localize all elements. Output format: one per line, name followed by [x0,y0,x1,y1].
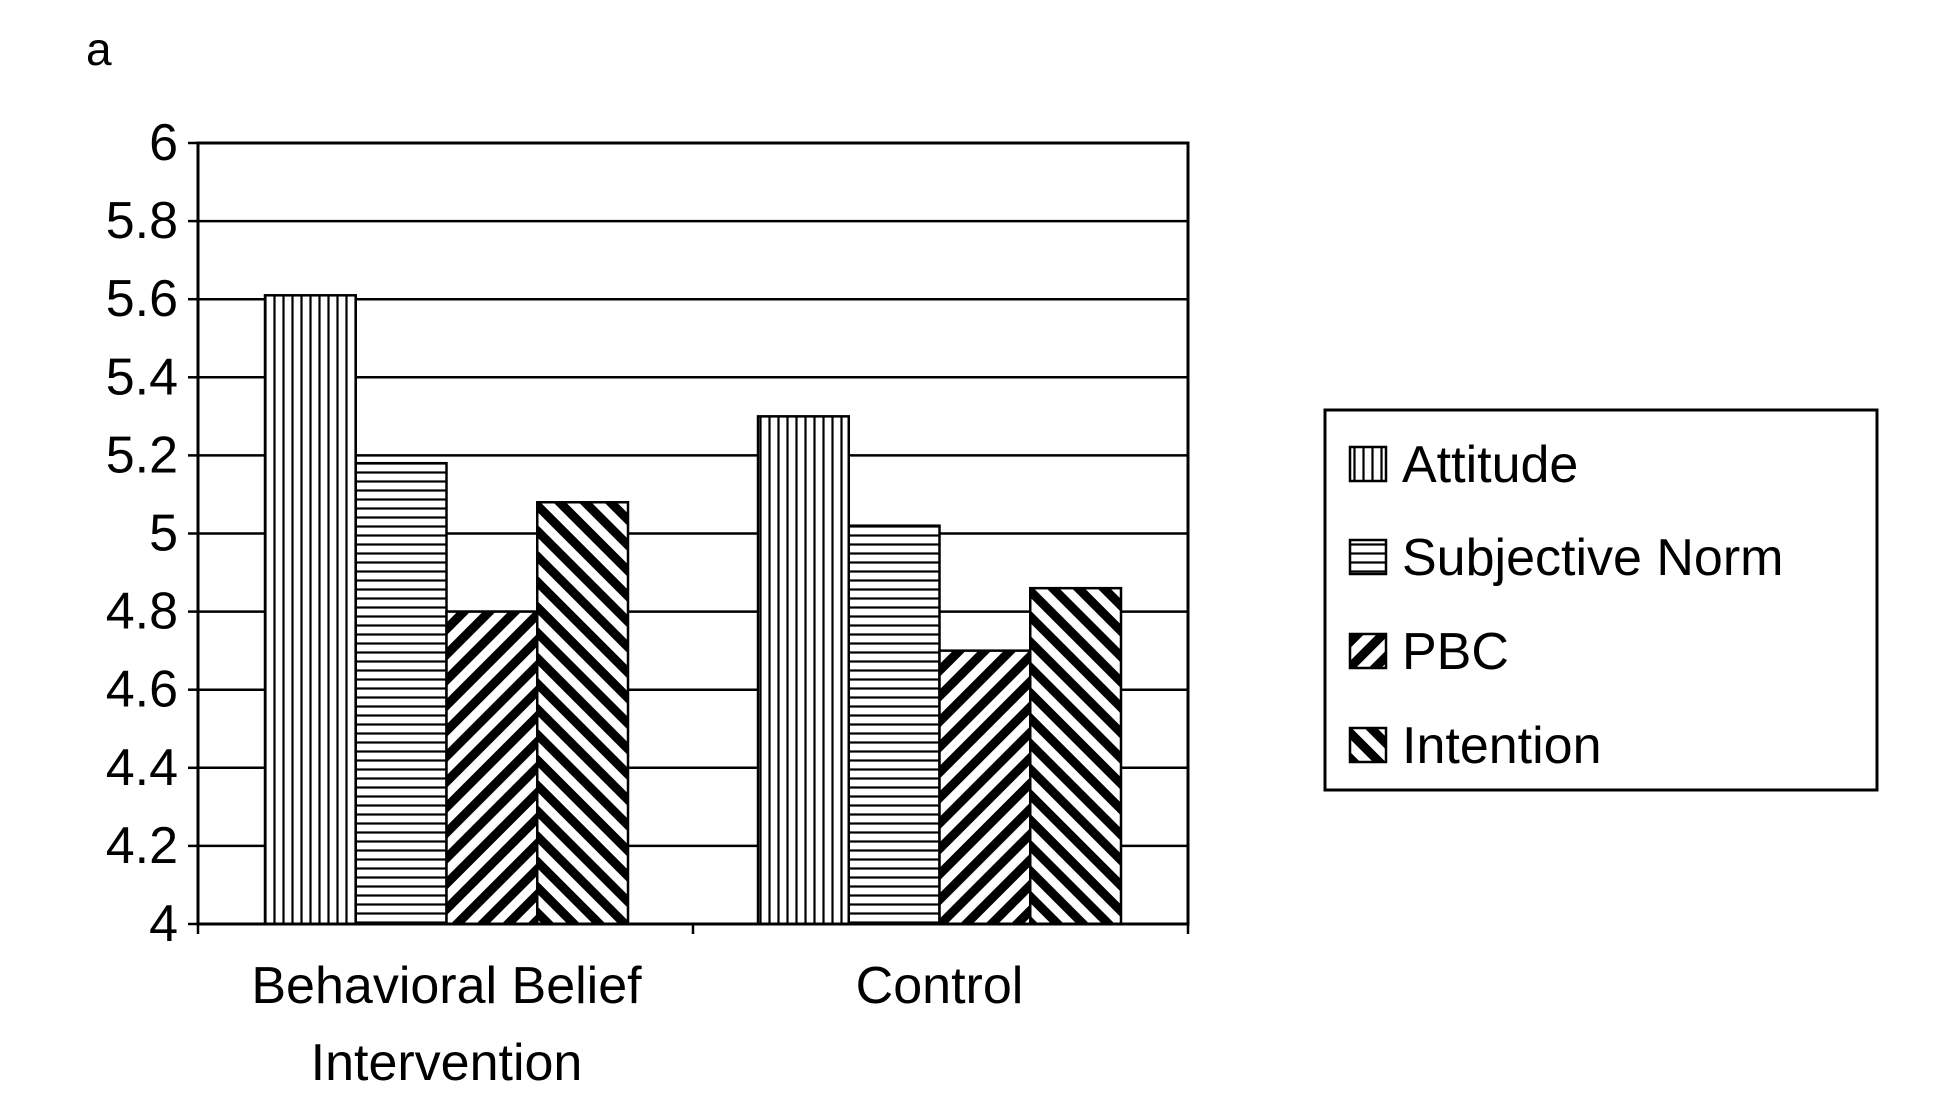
y-tick-label: 4.8 [106,583,178,641]
legend: Attitude Subjective Norm PBC Intention [1323,408,1879,792]
bar [756,415,850,926]
y-tick-label: 5.2 [106,426,178,484]
y-tick-labels: 4 4.2 4.4 4.6 4.8 5 5.2 5.4 5.6 5.8 6 [106,114,178,953]
bar [1029,586,1123,926]
y-tick-label: 4.2 [106,817,178,875]
y-tick-label: 6 [149,114,178,172]
axes [188,141,1190,934]
y-tick-label: 5.8 [106,192,178,250]
legend-label: Intention [1402,717,1602,775]
bar [445,610,539,926]
bar-series [263,294,1123,926]
legend-label: PBC [1402,623,1509,681]
y-tick-label: 4.4 [106,739,178,797]
legend-swatch [1348,538,1388,576]
bar [354,461,448,926]
bar [263,294,357,926]
legend-swatch [1348,632,1388,670]
bar [938,649,1032,926]
y-tick-label: 4.6 [106,661,178,719]
legend-swatch [1348,726,1388,764]
bar [536,501,630,926]
x-category-label: Behavioral Belief Intervention [251,957,642,1092]
y-tick-label: 4 [149,895,178,953]
y-tick-label: 5.4 [106,348,178,406]
legend-swatch [1348,445,1388,483]
panel-label: a [86,23,112,75]
x-category-labels: Behavioral Belief Intervention Control [251,957,1023,1092]
legend-box [1323,408,1879,792]
y-tick-label: 5.6 [106,270,178,328]
legend-label: Attitude [1402,436,1578,494]
bar [847,524,941,926]
x-category-label: Control [856,957,1024,1015]
y-tick-label: 5 [149,505,178,563]
legend-label: Subjective Norm [1402,529,1783,587]
